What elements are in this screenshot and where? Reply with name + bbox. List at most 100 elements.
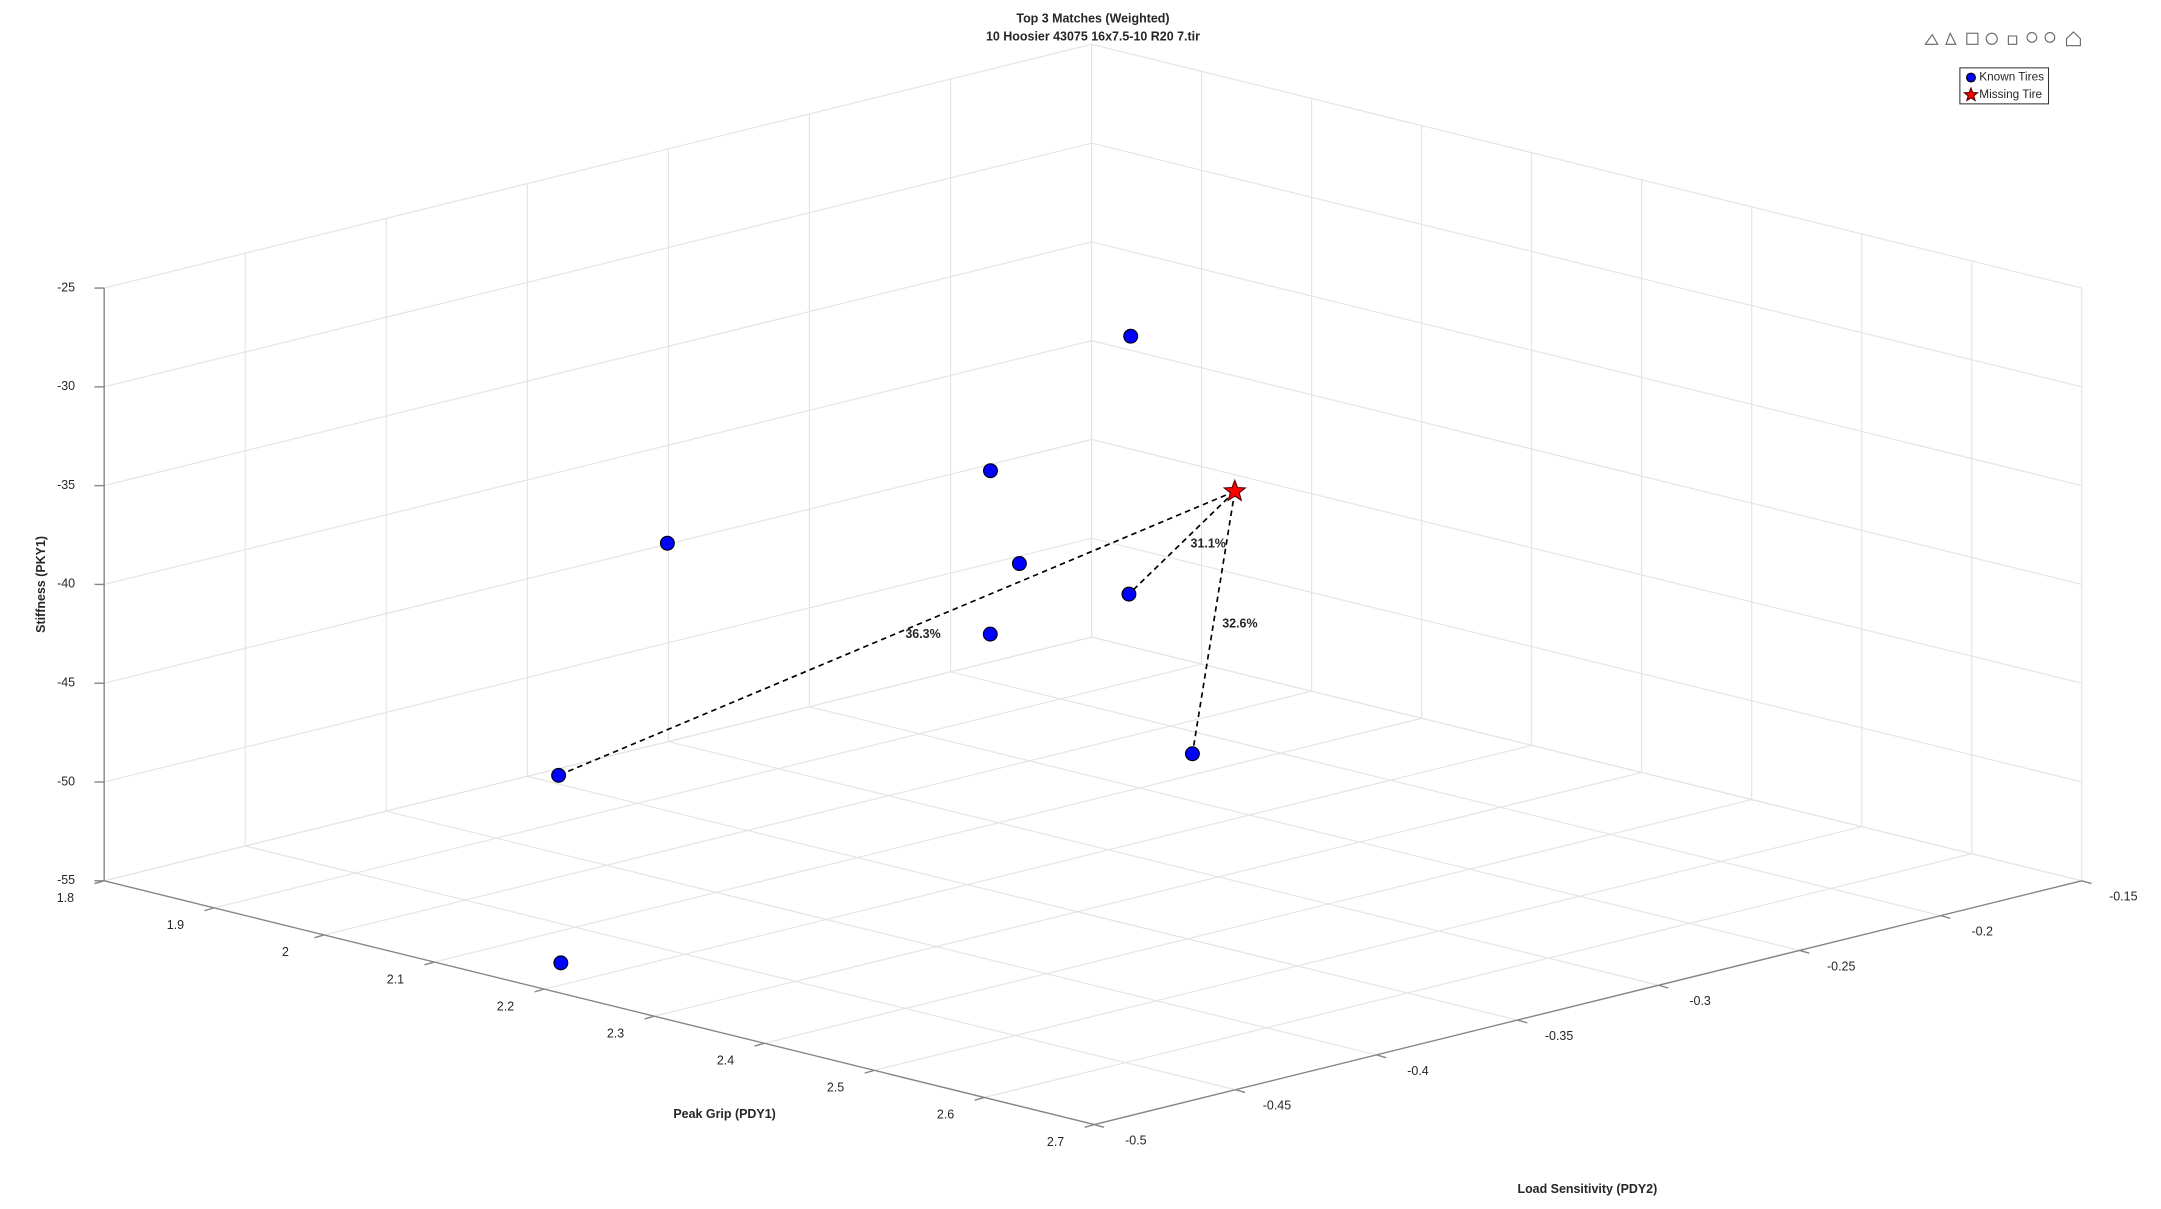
point bbox=[1965, 72, 1976, 83]
z-tick-label: -25 bbox=[57, 280, 75, 294]
x-tick-label: 2 bbox=[282, 945, 289, 959]
toolbar bbox=[1924, 31, 2081, 47]
z-axis-label: Stiffness (PKY1) bbox=[34, 536, 48, 633]
point bbox=[553, 955, 569, 971]
axes: 1.8 1.9 2 2.1 2.2 2.3 2.4 2.5 2.6 2.7 -0.5 -0.45 -0.… bbox=[57, 280, 2138, 1148]
x-tick-label: 2.7 bbox=[1047, 1135, 1064, 1149]
x-tick-label: 2.5 bbox=[827, 1081, 844, 1095]
x-tick bbox=[314, 934, 325, 939]
point bbox=[1123, 328, 1139, 344]
toolbar-button[interactable] bbox=[2044, 31, 2056, 43]
x-tick-label: 1.9 bbox=[167, 918, 184, 932]
x-tick-label: 2.4 bbox=[717, 1054, 734, 1068]
y-tick-label: -0.35 bbox=[1545, 1029, 1573, 1043]
x-tick bbox=[644, 1015, 655, 1020]
point bbox=[551, 767, 567, 783]
chart-subtitle: 10 Hoosier 43075 16x7.5-10 R20 7.tir bbox=[986, 30, 1200, 44]
x-tick bbox=[974, 1096, 985, 1101]
toolbar-button[interactable] bbox=[1945, 31, 1957, 45]
x-tick bbox=[424, 961, 435, 966]
y-tick-label: -0.3 bbox=[1689, 994, 1711, 1008]
x-tick-label: 2.1 bbox=[387, 972, 404, 986]
grid-line bbox=[104, 537, 1092, 783]
y-tick bbox=[2081, 880, 2092, 885]
grid-line bbox=[104, 438, 1092, 684]
point bbox=[659, 535, 675, 551]
grid-line bbox=[434, 717, 1422, 963]
grid-line bbox=[527, 775, 1518, 1021]
grid-line bbox=[214, 663, 1202, 909]
grid-line bbox=[654, 771, 1642, 1017]
match-line bbox=[558, 490, 1236, 777]
grid-line bbox=[984, 853, 1972, 1098]
x-tick bbox=[864, 1069, 875, 1074]
point bbox=[1184, 746, 1200, 762]
y-tick bbox=[1940, 914, 1951, 920]
grid-line bbox=[668, 740, 1659, 986]
legend: Known Tires Missing Tire bbox=[1959, 67, 2050, 105]
grid-line bbox=[1091, 241, 2082, 487]
y-tick bbox=[1658, 984, 1669, 989]
x-tick bbox=[534, 988, 545, 993]
z-tick-label: -40 bbox=[57, 577, 75, 591]
y-tick bbox=[1235, 1089, 1246, 1094]
grid-line bbox=[104, 340, 1092, 585]
legend-label: Missing Tire bbox=[1979, 88, 2042, 101]
grid bbox=[103, 43, 2083, 1126]
y-tick-label: -0.5 bbox=[1125, 1133, 1147, 1147]
grid-line bbox=[544, 744, 1532, 990]
y-tick-label: -0.4 bbox=[1407, 1064, 1429, 1078]
grid-line bbox=[104, 241, 1092, 487]
x-axis-label: Peak Grip (PDY1) bbox=[673, 1107, 775, 1121]
grid-line bbox=[104, 43, 1092, 289]
y-tick-label: -0.25 bbox=[1827, 959, 1855, 973]
match-label: 31.1% bbox=[1191, 536, 1226, 550]
grid-line bbox=[245, 845, 1236, 1091]
toolbar-button[interactable] bbox=[1924, 33, 1939, 45]
x-tick bbox=[1084, 1123, 1095, 1128]
star-marker bbox=[1962, 86, 1980, 102]
x-axis-line bbox=[103, 880, 1095, 1126]
match-line bbox=[1191, 491, 1236, 754]
grid-line bbox=[764, 798, 1752, 1044]
x-tick-label: 2.2 bbox=[497, 999, 514, 1013]
y-tick bbox=[1517, 1019, 1528, 1024]
toolbar-button[interactable] bbox=[2026, 31, 2038, 43]
y-axis-label: Load Sensitivity (PDY2) bbox=[1517, 1182, 1657, 1196]
y-tick-label: -0.15 bbox=[2109, 890, 2137, 904]
grid-line bbox=[1091, 142, 2082, 388]
grid-line bbox=[809, 706, 1800, 951]
z-tick-label: -30 bbox=[57, 379, 75, 393]
point bbox=[982, 626, 998, 642]
plot-area: 36.3% 31.1% 32.6% bbox=[551, 328, 1258, 971]
point bbox=[982, 463, 998, 479]
y-tick-label: -0.2 bbox=[1972, 925, 1994, 939]
z-tick-label: -50 bbox=[57, 774, 75, 788]
grid-line bbox=[874, 826, 1862, 1071]
grid-line bbox=[1091, 43, 2082, 289]
grid-line bbox=[386, 810, 1377, 1056]
point bbox=[1011, 556, 1027, 572]
x-tick-label: 1.8 bbox=[57, 891, 74, 905]
point bbox=[1121, 586, 1137, 602]
z-tick-label: -55 bbox=[57, 873, 75, 887]
x-tick-label: 2.3 bbox=[607, 1026, 624, 1040]
match-label: 32.6% bbox=[1222, 616, 1257, 630]
y-tick-label: -0.45 bbox=[1263, 1099, 1291, 1113]
grid-line bbox=[1091, 340, 2082, 585]
z-tick-label: -45 bbox=[57, 676, 75, 690]
toolbar-button[interactable] bbox=[2065, 31, 2081, 47]
match-label: 36.3% bbox=[905, 627, 940, 641]
x-tick bbox=[754, 1042, 765, 1047]
toolbar-button[interactable] bbox=[1985, 32, 1998, 45]
y-tick bbox=[1376, 1054, 1387, 1059]
grid-line bbox=[1091, 636, 2082, 882]
toolbar-button[interactable] bbox=[1966, 32, 1979, 45]
legend-label: Known Tires bbox=[1979, 71, 2044, 84]
y-tick bbox=[1094, 1123, 1105, 1128]
x-tick-label: 2.6 bbox=[937, 1108, 954, 1122]
y-tick bbox=[1799, 949, 1810, 954]
toolbar-button[interactable] bbox=[2007, 35, 2018, 45]
x-tick bbox=[204, 907, 215, 912]
